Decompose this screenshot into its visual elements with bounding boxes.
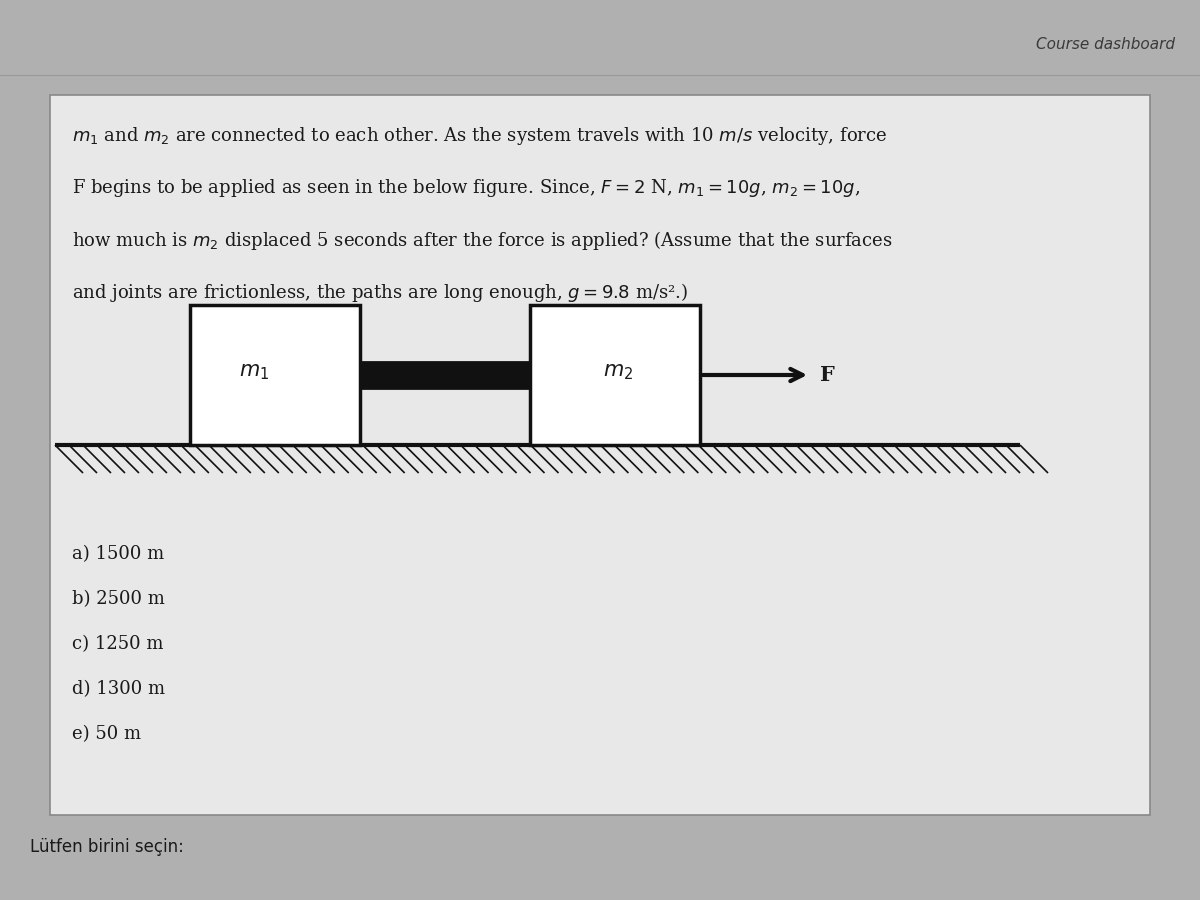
Bar	[190, 305, 360, 445]
Text: F: F	[820, 365, 835, 385]
Text: b) 2500 m: b) 2500 m	[72, 590, 164, 608]
Text: c) 1250 m: c) 1250 m	[72, 635, 163, 653]
Text: $m_1$ and $m_2$ are connected to each other. As the system travels with 10 $m/s$: $m_1$ and $m_2$ are connected to each ot…	[72, 125, 887, 147]
Bar	[50, 95, 1150, 815]
Text: $m_1$: $m_1$	[240, 363, 270, 382]
Text: Lütfen birini seçin:: Lütfen birini seçin:	[30, 838, 184, 856]
Text: a) 1500 m: a) 1500 m	[72, 545, 164, 563]
Text: d) 1300 m: d) 1300 m	[72, 680, 166, 698]
Text: e) 50 m: e) 50 m	[72, 725, 142, 743]
Text: and joints are frictionless, the paths are long enough, $g = 9.8$ m/s².): and joints are frictionless, the paths a…	[72, 281, 688, 304]
Bar	[530, 305, 700, 445]
Text: how much is $m_2$ displaced 5 seconds after the force is applied? (Assume that t: how much is $m_2$ displaced 5 seconds af…	[72, 229, 893, 252]
Text: $m_2$: $m_2$	[604, 363, 634, 382]
Text: F begins to be applied as seen in the below figure. Since, $F = 2$ N, $m_1 = 10g: F begins to be applied as seen in the be…	[72, 177, 860, 199]
Bar	[360, 362, 530, 388]
Text: Course dashboard: Course dashboard	[1036, 38, 1175, 52]
